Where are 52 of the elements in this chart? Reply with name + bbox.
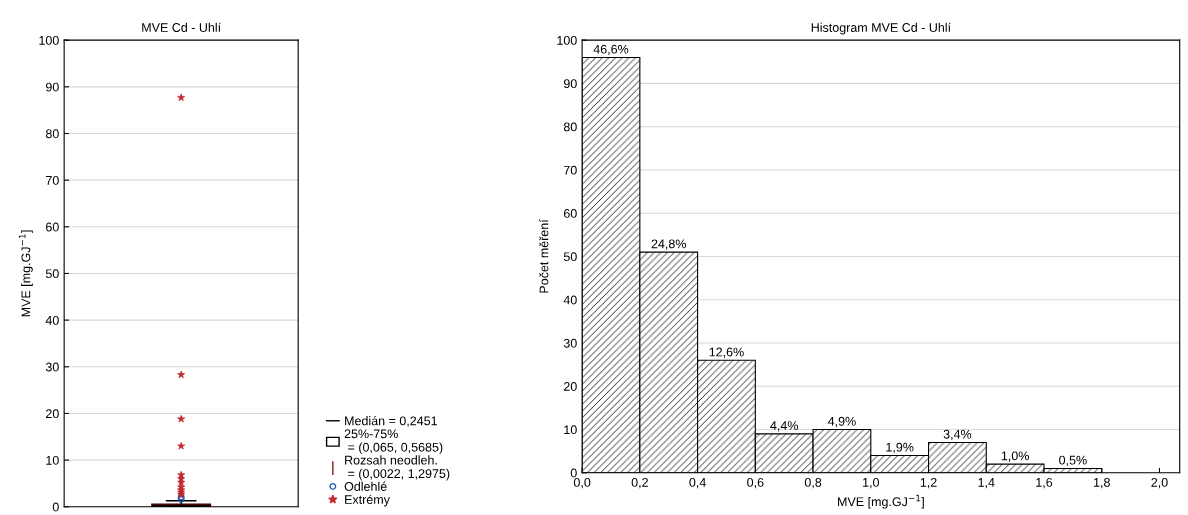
y-tick-label: 90 <box>563 79 577 89</box>
y-tick-label: 0 <box>570 468 577 478</box>
y-tick-label: 50 <box>45 269 59 279</box>
x-tick-label: 1,6 <box>1036 477 1053 489</box>
y-tick-label: 60 <box>563 209 577 218</box>
y-tick-label: 30 <box>563 338 577 348</box>
text: Rozsah neodleh. = (0,0022, 1,2975) <box>345 455 450 481</box>
chart-title: Histogram MVE Cd - Uhlí <box>811 22 951 35</box>
annotation: 1,9% <box>886 442 914 454</box>
y-tick-label: 80 <box>45 129 59 139</box>
y-tick-label: 100 <box>39 35 59 45</box>
x-tick-label: 1,0 <box>863 477 879 489</box>
x-tick-label: 1,4 <box>978 478 995 489</box>
y-tick-label: 20 <box>46 409 59 419</box>
x-tick-label: 1,8 <box>1094 477 1110 489</box>
y-tick-label: 60 <box>46 222 59 232</box>
y-tick-label: 100 <box>557 35 577 45</box>
annotation: 3,4% <box>943 429 972 441</box>
y-tick-label: 40 <box>563 295 577 305</box>
y-tick-label: 10 <box>564 425 577 435</box>
x-tick-label: 1,2 <box>920 477 937 489</box>
x-tick-label: 0,8 <box>804 477 822 489</box>
y-tick-label: 10 <box>46 455 59 465</box>
text: 25%-75% = (0,065, 0,5685) <box>344 429 443 455</box>
y-tick-label: 0 <box>52 502 59 512</box>
y-tick-label: 40 <box>45 315 59 325</box>
annotation: 12,6% <box>709 347 744 358</box>
chart-title: MVE Cd - Uhlí <box>142 22 222 32</box>
annotation: 24,8% <box>651 239 686 250</box>
y-tick-label: 30 <box>45 362 59 372</box>
y-tick-label: 50 <box>563 252 577 262</box>
annotation: 46,6% <box>593 44 629 56</box>
y-tick-label: 70 <box>46 175 59 185</box>
y-axis-title: Počet měření <box>539 219 549 293</box>
x-tick-label: 0,0 <box>573 477 591 489</box>
x-axis-title: MVE [mg.GJ$^{−1}$] <box>838 494 924 509</box>
annotation: 0,5% <box>1059 455 1087 467</box>
x-tick-label: 0,4 <box>689 477 706 489</box>
x-tick-label: 0,6 <box>747 477 764 489</box>
x-tick-label: 2,0 <box>1151 477 1168 489</box>
annotation: 1,0% <box>1001 451 1029 462</box>
y-tick-label: 80 <box>563 122 577 132</box>
x-tick-label: 0,2 <box>631 477 648 489</box>
y-axis-title: MVE [mg.GJ$^{−1}$] <box>19 230 33 317</box>
annotation: 4,9% <box>827 416 856 428</box>
legend-label: Extrémy <box>345 494 390 507</box>
y-tick-label: 20 <box>563 382 577 391</box>
text: Medián = 0,2451 <box>345 415 437 427</box>
text: Odlehlé <box>344 481 387 491</box>
annotation: 4,4% <box>770 421 798 432</box>
y-tick-label: 70 <box>564 165 577 175</box>
y-tick-label: 90 <box>45 82 59 92</box>
